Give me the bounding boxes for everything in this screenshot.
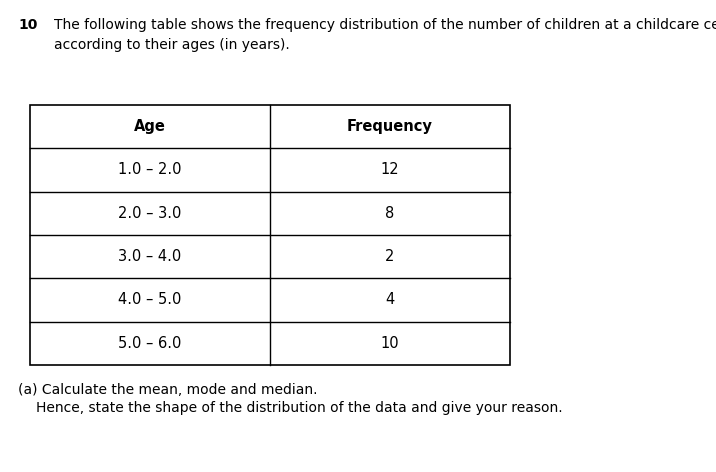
Text: 4: 4 bbox=[385, 293, 395, 307]
Text: 1.0 – 2.0: 1.0 – 2.0 bbox=[118, 162, 182, 177]
Text: 10: 10 bbox=[381, 336, 400, 351]
Text: Age: Age bbox=[134, 119, 166, 134]
Text: 5.0 – 6.0: 5.0 – 6.0 bbox=[118, 336, 182, 351]
Text: (a) Calculate the mean, mode and median.: (a) Calculate the mean, mode and median. bbox=[18, 383, 317, 397]
Text: 3.0 – 4.0: 3.0 – 4.0 bbox=[118, 249, 182, 264]
Text: 4.0 – 5.0: 4.0 – 5.0 bbox=[118, 293, 182, 307]
Text: The following table shows the frequency distribution of the number of children a: The following table shows the frequency … bbox=[54, 18, 716, 32]
Text: 8: 8 bbox=[385, 206, 395, 221]
Text: 10: 10 bbox=[18, 18, 37, 32]
Text: according to their ages (in years).: according to their ages (in years). bbox=[54, 38, 290, 52]
Text: 2: 2 bbox=[385, 249, 395, 264]
Text: Hence, state the shape of the distribution of the data and give your reason.: Hence, state the shape of the distributi… bbox=[36, 401, 563, 415]
Text: Frequency: Frequency bbox=[347, 119, 433, 134]
Text: 2.0 – 3.0: 2.0 – 3.0 bbox=[118, 206, 182, 221]
Text: 12: 12 bbox=[381, 162, 400, 177]
